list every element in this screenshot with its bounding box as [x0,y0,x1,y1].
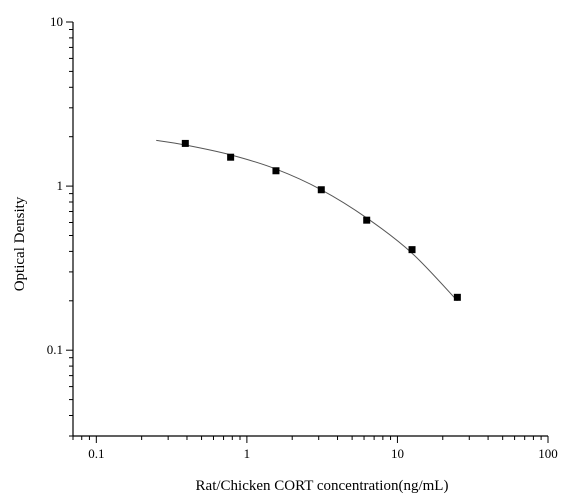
data-point [181,139,189,147]
fit-curve-group [156,139,458,302]
data-point [363,216,371,224]
data-point [408,246,416,254]
x-tick-label: 100 [538,446,558,461]
x-axis-label: Rat/Chicken CORT concentration(ng/mL) [196,478,449,494]
data-point [453,293,461,301]
x-tick-label: 1 [244,446,251,461]
x-tick-label: 10 [391,446,404,461]
ticks: 0.1 1 10 100 0.1 1 10 [47,14,558,461]
axes [72,22,548,437]
data-points [181,139,461,301]
fit-curve [156,139,458,302]
data-point [227,153,235,161]
x-tick-label: 0.1 [88,446,104,461]
y-tick-label: 10 [50,14,63,29]
data-point [317,186,325,194]
y-tick-label: 0.1 [47,342,63,357]
data-point [272,167,280,175]
y-axis-label: Optical Density [12,196,28,291]
y-tick-label: 1 [57,178,64,193]
